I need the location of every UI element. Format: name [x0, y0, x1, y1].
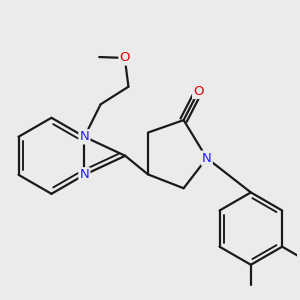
- Text: N: N: [202, 152, 212, 165]
- Text: O: O: [119, 52, 130, 64]
- Text: N: N: [80, 130, 89, 143]
- Text: N: N: [80, 168, 89, 181]
- Text: O: O: [193, 85, 204, 98]
